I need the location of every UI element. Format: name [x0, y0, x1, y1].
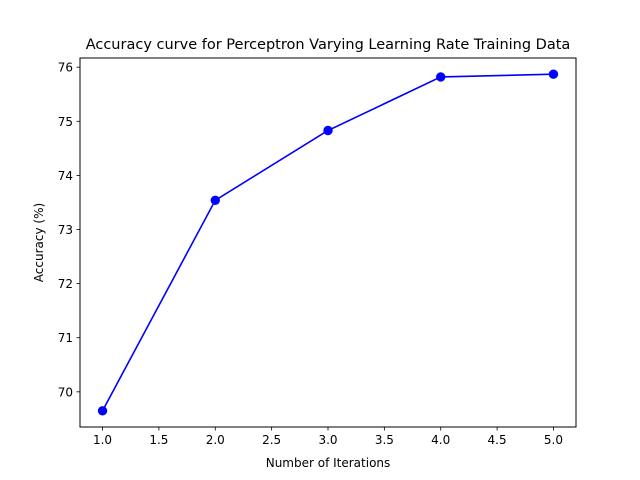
x-tick-label-2: 2.0 — [206, 433, 225, 447]
y-tick-label-0: 70 — [58, 385, 73, 399]
y-tick-label-6: 76 — [58, 61, 73, 75]
plot-frame — [79, 57, 577, 428]
series-0-point-4 — [548, 69, 559, 79]
x-tick-label-8: 5.0 — [544, 433, 563, 447]
x-tick-label-7: 4.5 — [488, 433, 507, 447]
series-0-point-2 — [323, 125, 333, 136]
y-tick-label-3: 73 — [58, 223, 73, 237]
y-tick-label-5: 75 — [58, 115, 73, 129]
x-tick-label-0: 1.0 — [93, 433, 112, 447]
x-tick-label-5: 3.5 — [375, 433, 394, 447]
plot-area: 1.0 1.5 2.0 2.5 3.0 3.5 4.0 4.5 5.0 70 71 72 73 74 75 7… — [58, 61, 563, 447]
x-tick-label-6: 4.0 — [431, 433, 450, 447]
x-axis-label: Number of Iterations — [266, 456, 391, 470]
series-0-point-0 — [97, 406, 108, 416]
y-tick-label-4: 74 — [58, 169, 73, 183]
y-tick-label-1: 71 — [58, 331, 73, 345]
chart-title: Accuracy curve for Perceptron Varying Le… — [86, 37, 571, 53]
y-tick-label-2: 72 — [58, 277, 73, 291]
x-tick-label-1: 1.5 — [149, 433, 168, 447]
x-tick-label-4: 3.0 — [318, 433, 337, 447]
y-axis-label: Accuracy (%) — [32, 203, 46, 282]
series-0-point-3 — [436, 72, 446, 82]
series-0-point-1 — [210, 195, 220, 205]
x-tick-label-3: 2.5 — [262, 433, 281, 447]
